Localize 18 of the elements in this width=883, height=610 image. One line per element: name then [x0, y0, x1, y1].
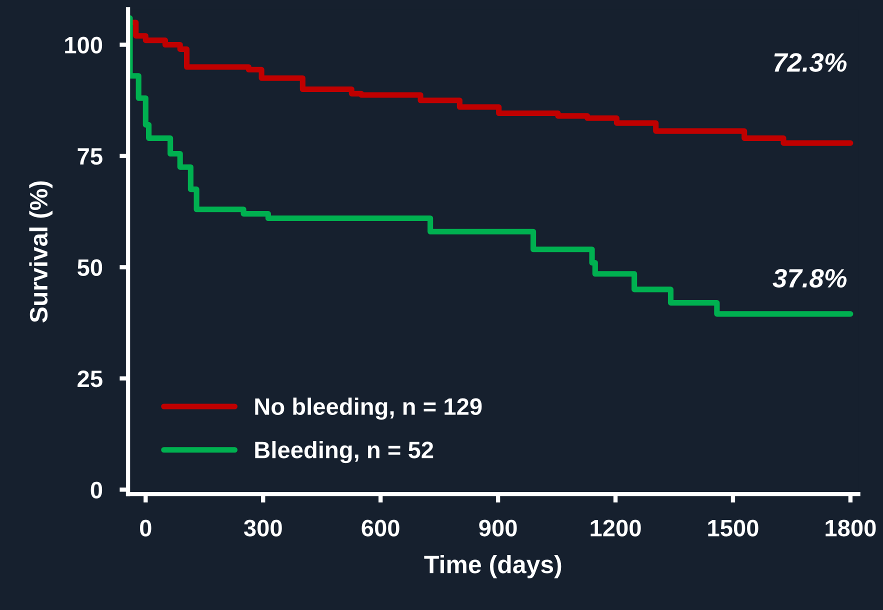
y-tick-label: 25	[78, 370, 102, 388]
x-tick-label: 1500	[708, 520, 758, 536]
y-tick-label: 50	[78, 259, 102, 276]
annotation: 72.3%	[774, 53, 847, 72]
x-tick-label: 600	[362, 520, 400, 536]
annotation: 37.8%	[772, 268, 847, 288]
y-axis-title: Survival (%)	[29, 181, 53, 322]
legend-label: Bleeding, n = 52	[255, 441, 434, 464]
y-tick-label: 75	[78, 148, 102, 165]
x-axis-title: Time (days)	[424, 555, 562, 578]
y-tick-label: 0	[90, 482, 102, 498]
x-tick-label: 1200	[590, 520, 641, 536]
x-tick-label: 0	[140, 520, 152, 536]
x-tick-label: 1800	[826, 520, 876, 536]
x-tick-label: 900	[479, 520, 517, 536]
x-tick-label: 300	[244, 520, 282, 536]
legend-label: No bleeding, n = 129	[255, 398, 482, 420]
y-tick-label: 100	[65, 36, 102, 54]
